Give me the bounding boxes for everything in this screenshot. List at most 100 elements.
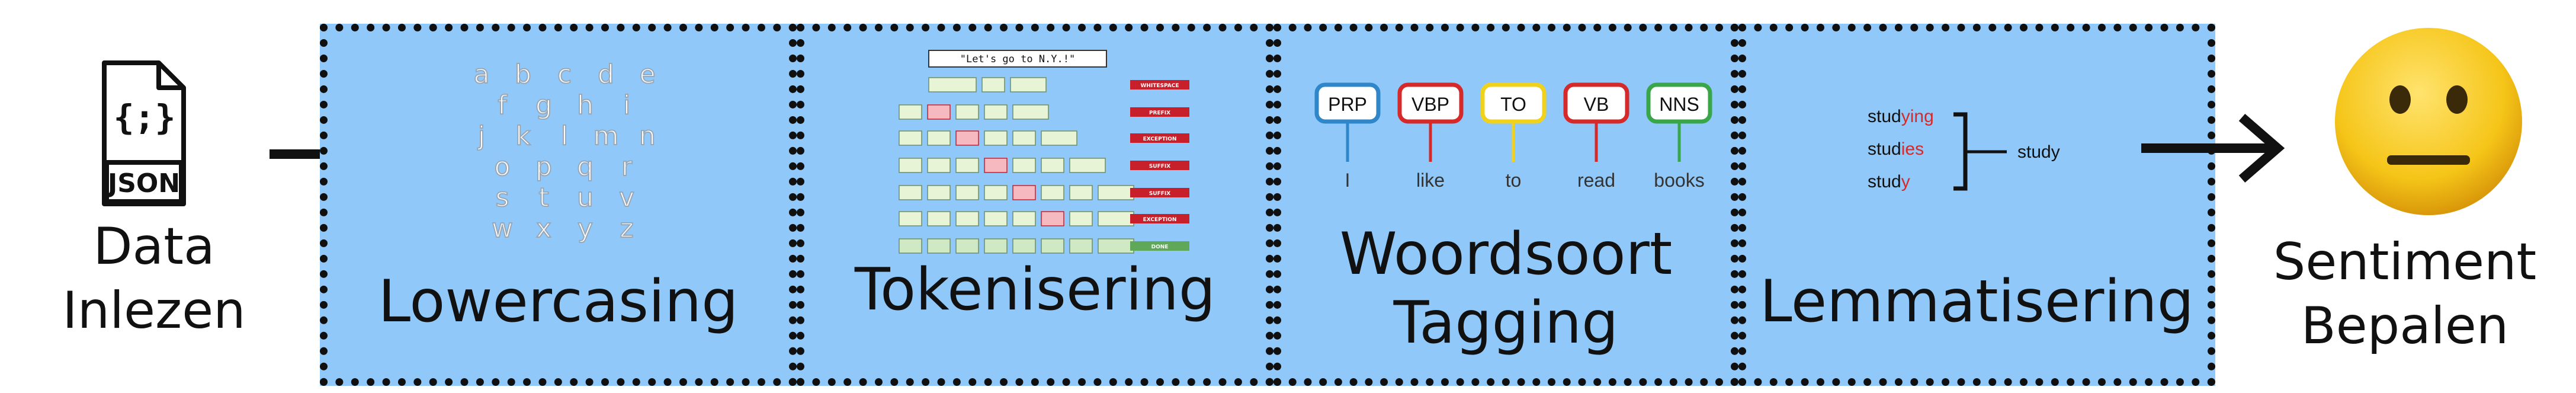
alphabet-letter: a (474, 59, 490, 90)
step-lemmatisering-label: Lemmatisering (1760, 268, 2194, 336)
rule-tag (1130, 241, 1189, 251)
sentiment-bepalen-label: Sentiment Bepalen (2239, 230, 2571, 358)
token-box (927, 130, 951, 146)
input-label-line2: Inlezen (62, 281, 246, 340)
pos-label-line2: Tagging (1393, 289, 1619, 357)
alphabet-letter: c (557, 59, 572, 90)
token-box (928, 77, 977, 92)
alphabet-letter: p (535, 152, 552, 182)
token-box (1012, 211, 1036, 226)
token-box (1069, 211, 1093, 226)
data-inlezen-label: Data Inlezen (36, 215, 272, 343)
step-lemmatisering-panel: studying studies study study Lemmatisering (1738, 24, 2215, 386)
input-label-line1: Data (93, 217, 215, 276)
pos-label-line1: Woordsoort (1339, 221, 1673, 288)
lemma-illustration: studying studies study study (1868, 107, 2060, 191)
alphabet-letter: b (515, 59, 531, 90)
alphabet-letter: y (578, 213, 593, 244)
token-box (899, 211, 922, 226)
lemma-word-form: studying (1868, 107, 1934, 126)
token-box (1041, 185, 1064, 200)
token-box (984, 104, 1008, 120)
token-box (1012, 104, 1049, 120)
token-box (1098, 238, 1134, 254)
alphabet-letter: v (619, 183, 634, 213)
token-box (1069, 158, 1106, 173)
token-box (955, 211, 979, 226)
alphabet-letter: g (535, 90, 552, 120)
token-box (981, 77, 1005, 92)
pos-tag-label: VB (1584, 94, 1609, 115)
step-lowercasing-label: Lowercasing (378, 268, 739, 336)
pos-word: books (1654, 170, 1704, 191)
rule-tag (1130, 107, 1189, 117)
token-box (984, 211, 1008, 226)
arrow-right-icon (2141, 113, 2285, 183)
token-box (1012, 158, 1036, 173)
alphabet-illustration: a b c d e f g h i j k l m n o p q r s t u v w x y z (473, 59, 656, 244)
token-box (1098, 185, 1134, 200)
rule-tag (1130, 161, 1189, 170)
json-icon-symbol: {;} (114, 97, 176, 138)
step-pos-tagging-label: Woordsoort Tagging (1281, 220, 1731, 357)
alphabet-letter: q (577, 152, 594, 182)
alphabet-letter: x (536, 213, 551, 244)
pos-word: read (1577, 170, 1615, 191)
token-box (1069, 238, 1093, 254)
alphabet-letter: l (561, 121, 568, 151)
token-box (955, 104, 979, 120)
token-box (899, 130, 922, 146)
token-box (899, 185, 922, 200)
token-box (1098, 211, 1134, 226)
alphabet-letter: j (477, 121, 485, 151)
alphabet-letter: f (498, 90, 508, 120)
neutral-face-icon (2335, 28, 2522, 215)
token-box (984, 130, 1008, 146)
rule-tag-label: DONE (1151, 244, 1169, 250)
alphabet-letter: i (623, 90, 630, 120)
token-box (1041, 211, 1064, 226)
alphabet-letter: o (495, 152, 511, 182)
output-label-line1: Sentiment (2273, 232, 2537, 292)
output-label-line2: Bepalen (2301, 296, 2509, 356)
alphabet-letter: s (496, 183, 509, 213)
token-box (984, 238, 1008, 254)
token-box (1041, 158, 1064, 173)
rule-tag (1130, 188, 1189, 197)
token-box (899, 158, 922, 173)
lemma-word-form: studies (1868, 139, 1924, 159)
token-box (1069, 185, 1093, 200)
rule-tag-label: WHITESPACE (1140, 83, 1179, 89)
rule-tag (1130, 80, 1189, 90)
token-sentence: "Let's go to N.Y.!" (960, 53, 1075, 65)
pos-tag-label: PRP (1328, 94, 1367, 115)
rule-tag-label: SUFFIX (1149, 164, 1170, 170)
alphabet-letter: e (639, 59, 655, 90)
rule-tag-label: PREFIX (1149, 110, 1170, 116)
alphabet-letter: n (639, 121, 656, 151)
token-box (955, 158, 979, 173)
token-box (927, 211, 951, 226)
pos-tag-label: NNS (1659, 94, 1699, 115)
token-box (1012, 238, 1036, 254)
alphabet-letter: t (538, 183, 548, 213)
alphabet-letter: k (515, 121, 531, 151)
token-box (927, 104, 951, 120)
rule-tag (1130, 214, 1189, 223)
json-file-icon: {;} JSON (102, 60, 186, 206)
alphabet-letter: z (620, 213, 633, 244)
alphabet-letter: w (492, 213, 513, 244)
alphabet-letter: d (598, 59, 614, 90)
rule-tag (1130, 133, 1189, 143)
token-box (899, 104, 922, 120)
rule-tag-label: EXCEPTION (1143, 136, 1177, 142)
step-pos-tagging-panel: PRP I VBP like TO to VB read NNS books Woordsoort… (1273, 24, 1738, 386)
rule-tag-label: EXCEPTION (1143, 217, 1177, 223)
step-tokenisering-panel: "Let's go to N.Y.!" WHITESPACE PREFIX EXCE… (797, 24, 1273, 386)
token-box (927, 238, 951, 254)
tokenizer-illustration: "Let's go to N.Y.!" WHITESPACE PREFIX EXCE… (899, 50, 1189, 254)
rule-tag-label: SUFFIX (1149, 191, 1170, 197)
json-icon-label: JSON (106, 168, 180, 199)
